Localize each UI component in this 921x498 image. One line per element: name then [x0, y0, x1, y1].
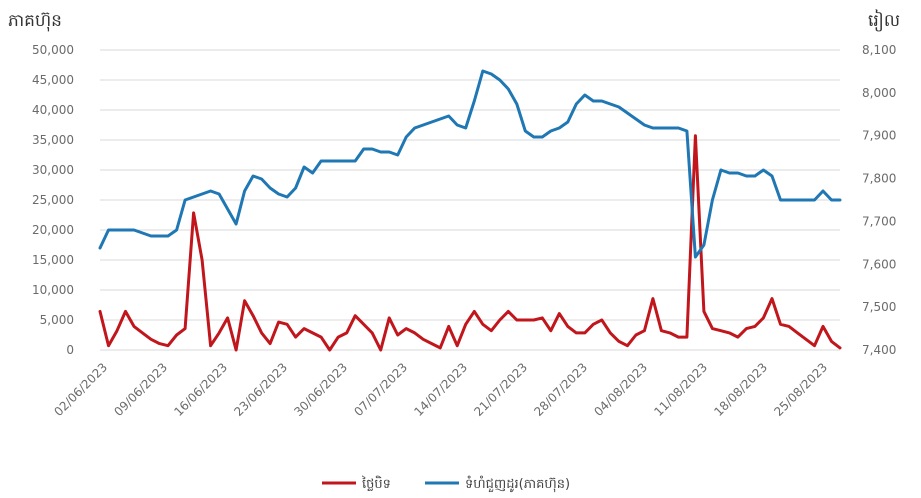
left-tick-label: 50,000: [32, 43, 74, 57]
left-tick-label: 25,000: [32, 193, 74, 207]
x-tick-label: 25/08/2023: [771, 360, 830, 419]
left-tick-label: 30,000: [32, 163, 74, 177]
x-tick-label: 21/07/2023: [471, 360, 530, 419]
left-tick-label: 0: [66, 343, 74, 357]
right-tick-label: 8,000: [862, 86, 896, 100]
left-tick-label: 35,000: [32, 133, 74, 147]
left-axis: 0 5,000 10,000 15,000 20,000 25,000 30,000 35,0…: [32, 43, 74, 357]
right-axis-title: រៀល: [868, 9, 900, 32]
x-tick-label: 14/07/2023: [411, 360, 470, 419]
x-tick-label: 28/07/2023: [531, 360, 590, 419]
right-tick-label: 7,600: [862, 257, 896, 271]
legend-label-volume: ទំហំជួញដូរ(ភាគហ៊ុន): [465, 475, 570, 493]
right-tick-label: 7,500: [862, 300, 896, 314]
right-tick-label: 7,900: [862, 129, 896, 143]
x-tick-label: 23/06/2023: [231, 360, 290, 419]
x-tick-label: 11/08/2023: [651, 360, 710, 419]
right-tick-label: 7,700: [862, 214, 896, 228]
x-tick-label: 07/07/2023: [351, 360, 410, 419]
left-tick-label: 40,000: [32, 103, 74, 117]
x-tick-label: 18/08/2023: [711, 360, 770, 419]
x-tick-label: 09/06/2023: [111, 360, 170, 419]
series-line-close-price: [98, 134, 842, 352]
right-tick-label: 7,400: [862, 343, 896, 357]
series-group: [98, 69, 842, 352]
legend-label-close-price: ថ្លៃបិទ: [361, 475, 391, 492]
left-tick-label: 10,000: [32, 283, 74, 297]
left-tick-label: 5,000: [40, 313, 74, 327]
right-axis: 7,400 7,500 7,600 7,700 7,800 7,900 8,000 8,100: [862, 43, 896, 357]
x-axis: 02/06/2023 09/06/2023 16/06/2023 23/06/2023…: [51, 360, 830, 419]
left-tick-label: 20,000: [32, 223, 74, 237]
right-tick-label: 8,100: [862, 43, 896, 57]
x-tick-label: 02/06/2023: [51, 360, 110, 419]
x-tick-label: 16/06/2023: [171, 360, 230, 419]
series-line-volume: [98, 69, 842, 259]
legend: ថ្លៃបិទ ទំហំជួញដូរ(ភាគហ៊ុន): [322, 475, 570, 493]
left-axis-title: ភាគហ៊ុន: [8, 11, 62, 32]
left-tick-label: 45,000: [32, 73, 74, 87]
right-tick-label: 7,800: [862, 172, 896, 186]
grid-lines: [100, 49, 840, 351]
left-tick-label: 15,000: [32, 253, 74, 267]
x-tick-label: 04/08/2023: [591, 360, 650, 419]
x-tick-label: 30/06/2023: [291, 360, 350, 419]
